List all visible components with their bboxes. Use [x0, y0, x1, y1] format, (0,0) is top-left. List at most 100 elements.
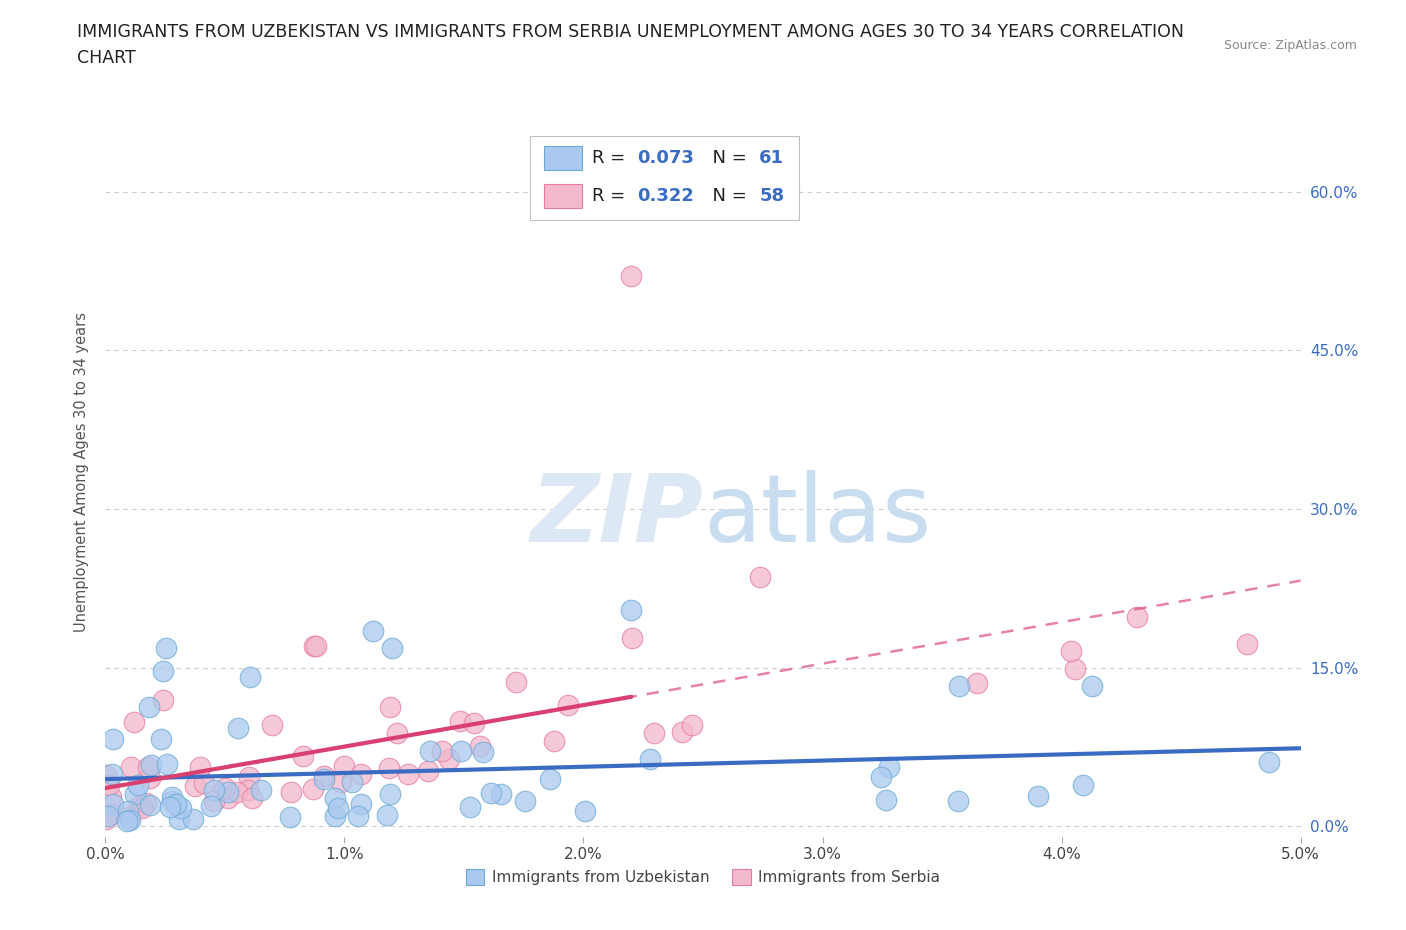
Point [557, 698, 579, 712]
Point [156, 756, 179, 771]
Point [131, 800, 153, 815]
Point [381, 641, 404, 656]
Point [238, 770, 260, 785]
Point [620, 602, 643, 617]
Point [240, 791, 263, 806]
Point [200, 799, 222, 814]
Point [217, 784, 239, 799]
Point [326, 801, 349, 816]
Text: N =: N = [700, 149, 752, 167]
Point [193, 775, 215, 790]
Point [170, 801, 193, 816]
Point [966, 675, 988, 690]
Point [877, 760, 900, 775]
Point [671, 724, 693, 739]
Point [128, 798, 150, 813]
Point [152, 663, 174, 678]
Point [202, 782, 225, 797]
Point [97, 777, 120, 792]
Point [101, 797, 124, 812]
Point [152, 693, 174, 708]
Point [202, 793, 225, 808]
Point [748, 569, 770, 584]
Point [378, 699, 401, 714]
Point [238, 783, 260, 798]
Point [190, 760, 212, 775]
Text: N =: N = [700, 187, 752, 205]
Point [250, 782, 273, 797]
Point [948, 793, 970, 808]
Point [470, 738, 492, 753]
Text: 61: 61 [759, 149, 785, 167]
Point [643, 725, 665, 740]
Point [214, 781, 236, 796]
Point [96, 811, 118, 826]
Point [419, 743, 441, 758]
Point [346, 808, 368, 823]
Point [378, 761, 401, 776]
Point [217, 790, 239, 805]
Point [165, 796, 187, 811]
Point [681, 718, 703, 733]
Point [301, 781, 323, 796]
Legend: Immigrants from Uzbekistan, Immigrants from Serbia: Immigrants from Uzbekistan, Immigrants f… [460, 863, 946, 892]
Point [463, 715, 485, 730]
Point [138, 699, 160, 714]
Point [117, 804, 139, 819]
Point [505, 674, 527, 689]
Point [1060, 644, 1083, 658]
Point [330, 775, 353, 790]
Point [97, 808, 120, 823]
Point [538, 772, 561, 787]
Point [160, 793, 183, 808]
Point [449, 713, 471, 728]
Y-axis label: Unemployment Among Ages 30 to 34 years: Unemployment Among Ages 30 to 34 years [73, 312, 89, 632]
Point [280, 785, 302, 800]
Point [302, 639, 325, 654]
Point [181, 812, 204, 827]
Text: CHART: CHART [77, 49, 136, 67]
Point [543, 733, 565, 748]
Point [127, 777, 149, 792]
Point [948, 679, 970, 694]
Point [159, 799, 181, 814]
Text: atlas: atlas [703, 470, 931, 562]
Point [141, 757, 163, 772]
Point [120, 760, 142, 775]
Point [292, 749, 315, 764]
Point [1257, 755, 1279, 770]
Point [430, 744, 453, 759]
Point [136, 759, 159, 774]
Text: Source: ZipAtlas.com: Source: ZipAtlas.com [1223, 39, 1357, 52]
Point [101, 766, 124, 781]
Point [460, 800, 482, 815]
Point [100, 790, 122, 804]
Point [96, 767, 118, 782]
Point [489, 786, 512, 801]
Point [471, 745, 494, 760]
Point [323, 790, 346, 805]
Point [1236, 637, 1258, 652]
Text: 0.073: 0.073 [637, 149, 695, 167]
Point [135, 795, 157, 810]
Text: ZIP: ZIP [530, 470, 703, 562]
Point [1081, 678, 1104, 693]
Point [638, 751, 661, 766]
Point [101, 731, 124, 746]
Text: 0.322: 0.322 [637, 187, 695, 205]
Point [450, 744, 472, 759]
Text: 58: 58 [759, 187, 785, 205]
Point [312, 771, 335, 786]
Point [149, 732, 172, 747]
Point [875, 793, 897, 808]
Point [169, 812, 191, 827]
Point [515, 793, 537, 808]
Point [1064, 661, 1087, 676]
Point [314, 769, 336, 784]
Text: R =: R = [592, 149, 631, 167]
Point [225, 784, 247, 799]
Point [139, 771, 162, 786]
FancyBboxPatch shape [544, 146, 582, 170]
Point [1126, 610, 1149, 625]
Point [350, 796, 373, 811]
